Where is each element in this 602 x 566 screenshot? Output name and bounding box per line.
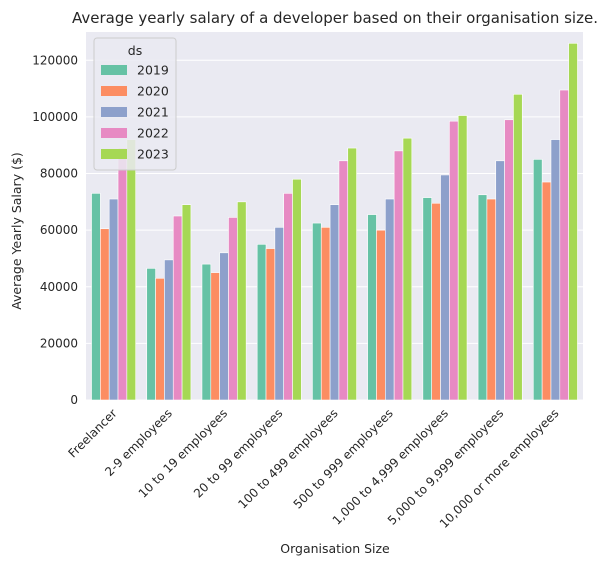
x-tick-label: 100 to 499 employees — [235, 406, 340, 511]
legend-label-2019: 2019 — [137, 63, 169, 78]
bar-2020-3 — [265, 248, 276, 401]
bar-2021-1 — [164, 259, 174, 401]
x-tick-label: 5,000 to 9,999 employees — [385, 406, 506, 527]
x-tick-label: 10,000 or more employees — [437, 406, 562, 531]
bar-2022-8 — [559, 89, 569, 401]
y-axis-ticks: 0 20000 40000 60000 80000 100000 120000 — [32, 53, 78, 407]
bar-2023-4 — [347, 147, 357, 401]
bar-2023-5 — [402, 137, 413, 401]
y-tick-label: 40000 — [40, 280, 78, 294]
x-tick-label: Freelancer — [66, 406, 120, 460]
bar-2020-0 — [100, 228, 110, 401]
y-tick-label: 100000 — [32, 110, 78, 124]
bar-2019-2 — [201, 263, 212, 401]
legend-label-2020: 2020 — [137, 84, 169, 99]
bar-2021-3 — [274, 227, 284, 401]
bar-2019-1 — [146, 268, 156, 401]
bar-2022-4 — [338, 160, 349, 401]
bar-2019-5 — [367, 214, 377, 401]
bar-2020-8 — [541, 181, 552, 401]
y-tick-label: 0 — [70, 393, 78, 407]
bar-2019-4 — [312, 222, 322, 401]
bar-2022-6 — [449, 120, 459, 401]
x-axis-label: Organisation Size — [280, 541, 390, 556]
bars — [91, 43, 578, 401]
y-axis-label: Average Yearly Salary ($) — [9, 152, 24, 310]
bar-2023-6 — [457, 115, 468, 401]
bar-2021-7 — [495, 160, 505, 401]
bar-2020-2 — [210, 272, 220, 401]
bar-2019-8 — [532, 159, 543, 401]
legend-title: ds — [128, 43, 142, 58]
bar-2023-7 — [513, 93, 523, 401]
bar-2020-1 — [155, 277, 165, 401]
bar-2021-8 — [550, 139, 561, 401]
legend-label-2021: 2021 — [137, 105, 169, 120]
x-tick-label: 1,000 to 4,999 employees — [330, 406, 451, 527]
bar-2021-0 — [108, 198, 119, 401]
y-tick-label: 20000 — [40, 336, 78, 350]
bar-2023-3 — [292, 178, 302, 401]
legend-label-2023: 2023 — [137, 147, 169, 162]
bar-2023-1 — [181, 204, 192, 401]
bar-2019-3 — [256, 244, 267, 401]
bar-2021-2 — [219, 252, 229, 401]
bar-2020-4 — [320, 227, 331, 401]
bar-2023-2 — [237, 201, 247, 401]
bar-2019-6 — [422, 197, 432, 401]
bar-2021-4 — [329, 204, 340, 401]
bar-2023-8 — [568, 43, 578, 401]
bar-2021-6 — [440, 174, 450, 401]
legend-swatch-2020 — [101, 86, 127, 96]
bar-2021-5 — [385, 198, 395, 401]
bar-2019-0 — [91, 193, 101, 401]
bar-2020-7 — [486, 198, 497, 401]
bar-2019-7 — [477, 194, 488, 401]
bar-2022-0 — [117, 147, 128, 401]
y-tick-label: 120000 — [32, 53, 78, 67]
legend-swatch-2023 — [101, 149, 127, 159]
bar-2022-2 — [228, 217, 238, 401]
bar-2020-5 — [376, 229, 386, 401]
legend-swatch-2022 — [101, 128, 127, 138]
bar-2023-0 — [126, 139, 136, 401]
bar-2022-1 — [172, 215, 183, 401]
legend-label-2022: 2022 — [137, 126, 169, 141]
y-tick-label: 60000 — [40, 223, 78, 237]
legend: ds 2019 2020 2021 2022 2023 — [93, 37, 177, 171]
bar-2022-5 — [393, 150, 404, 401]
legend-swatch-2019 — [101, 65, 127, 75]
bar-2022-7 — [504, 119, 514, 401]
chart-title: Average yearly salary of a developer bas… — [72, 9, 598, 27]
legend-swatch-2021 — [101, 107, 127, 117]
bar-2022-3 — [283, 193, 293, 401]
y-tick-label: 80000 — [40, 167, 78, 181]
bar-2020-6 — [431, 202, 441, 401]
x-tick-label: 500 to 999 employees — [291, 406, 396, 511]
